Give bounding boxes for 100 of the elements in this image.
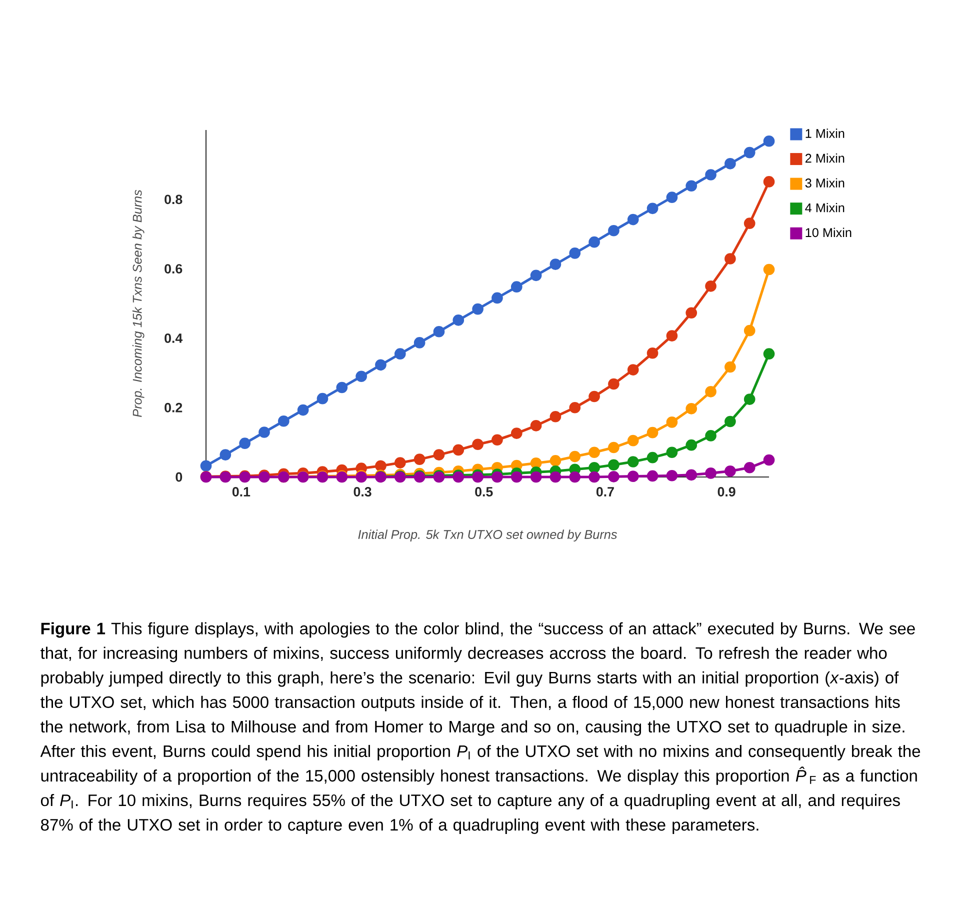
x-tick-label: 0.3 xyxy=(354,487,372,497)
point xyxy=(492,471,503,483)
point xyxy=(394,348,406,360)
point xyxy=(569,450,581,462)
point xyxy=(472,438,484,450)
point xyxy=(724,416,736,428)
point xyxy=(646,470,658,482)
point xyxy=(666,470,678,482)
point xyxy=(608,459,620,471)
point xyxy=(588,236,600,248)
point xyxy=(724,465,736,477)
point xyxy=(705,430,716,442)
legend-label: 10 Mixin xyxy=(806,228,852,238)
point xyxy=(569,402,581,414)
point xyxy=(550,410,562,422)
point xyxy=(452,314,464,326)
point xyxy=(608,442,620,454)
point xyxy=(220,449,232,460)
point xyxy=(724,158,736,170)
point xyxy=(569,471,581,483)
legend-label: 3 Mixin xyxy=(805,178,844,188)
point xyxy=(763,135,775,147)
point xyxy=(588,446,600,458)
point xyxy=(705,468,716,479)
point xyxy=(414,337,426,348)
point xyxy=(705,169,716,180)
point xyxy=(278,415,290,427)
point xyxy=(608,224,620,236)
point xyxy=(200,460,212,472)
point xyxy=(472,303,484,315)
point xyxy=(744,394,756,405)
point xyxy=(627,214,639,226)
point xyxy=(510,428,522,439)
point xyxy=(744,218,756,230)
point xyxy=(627,434,639,446)
point xyxy=(375,460,386,472)
point xyxy=(510,471,522,483)
point xyxy=(588,390,600,402)
point xyxy=(258,426,270,438)
point xyxy=(705,280,716,292)
point xyxy=(297,404,309,416)
point xyxy=(356,370,367,382)
legend-label: 2 Mixin xyxy=(805,153,844,163)
point xyxy=(316,392,328,404)
point xyxy=(686,307,698,319)
point xyxy=(646,426,658,438)
point xyxy=(724,361,736,373)
point xyxy=(646,452,658,464)
point xyxy=(627,456,639,468)
y-tick-label: 0 xyxy=(176,472,182,482)
point xyxy=(686,469,698,481)
y-tick-label: 0.4 xyxy=(164,333,183,343)
point xyxy=(569,248,581,259)
point xyxy=(530,457,542,469)
point xyxy=(686,439,698,451)
x-tick-label: 0.1 xyxy=(232,487,250,496)
point xyxy=(763,264,775,276)
point xyxy=(550,471,562,483)
point xyxy=(646,202,658,214)
point xyxy=(686,402,698,414)
text: Figure 1 This figure displays, with apologies to the color blind, the “success of an attack” executed by Burns. We see that, for increasing numbers of mixins, success uniformly decreases accross the board. To refresh the reader who probably jumped directly to this graph, here’s the scenario: Evil guy Burns starts with an initial proportion (x-axis) of the UTXO set, which has 5000 transaction outputs inside of it. Then, a flood of 15,000 new honest transactions hits the network, from Lisa to Milhouse and from Homer to Marge and so on, causing the UTXO set to quadruple in size. After this event, Burns could spend his initial proportion P$_{I}$ of the UTXO set with no mixins and consequently break the untraceability of a proportion of the 15,000 ostensibly honest transactions. We display this proportion P̂$_{F}$ as a function of P$_{I}$. For 10 mixins, Burns requires 55% of the UTXO set to capture any of a quadrupling event at all, and requires 87% of the UTXO set in order to capture even 1% of a quadrupling event with these parameters. xyxy=(40,622,920,834)
point xyxy=(705,386,716,398)
legend-label: 1 Mixin xyxy=(806,128,844,138)
point xyxy=(666,192,678,203)
point xyxy=(744,324,756,336)
point xyxy=(588,462,600,474)
x-axis-title: Initial Prop. 5k Txn UTXO set owned by Burns xyxy=(358,530,618,542)
point xyxy=(530,471,542,483)
y-axis-title: Prop. Incoming 15k Txns Seen by Burns xyxy=(132,190,144,418)
point xyxy=(724,253,736,264)
point xyxy=(646,347,658,359)
y-tick-label: 0.2 xyxy=(164,402,182,412)
point xyxy=(763,348,775,360)
point xyxy=(550,258,562,270)
point xyxy=(627,364,639,376)
point xyxy=(666,330,678,342)
point xyxy=(510,281,522,293)
point xyxy=(608,470,620,482)
point xyxy=(492,434,503,446)
point xyxy=(666,416,678,428)
point xyxy=(666,446,678,458)
point xyxy=(336,382,348,394)
point xyxy=(627,470,639,482)
point xyxy=(530,420,542,432)
y-tick-label: 0.8 xyxy=(164,194,182,204)
point xyxy=(763,454,775,466)
point xyxy=(375,359,386,371)
point xyxy=(452,444,464,456)
x-tick-label: 0.5 xyxy=(475,487,493,496)
point xyxy=(588,471,600,483)
point xyxy=(763,176,775,188)
point xyxy=(686,180,698,192)
point xyxy=(744,462,756,474)
point xyxy=(414,454,426,465)
point xyxy=(394,457,406,468)
x-tick-label: 0.9 xyxy=(718,487,736,496)
y-tick-label: 0.6 xyxy=(164,264,182,274)
point xyxy=(530,270,542,282)
x-tick-label: 0.7 xyxy=(596,487,614,496)
point xyxy=(492,292,503,304)
